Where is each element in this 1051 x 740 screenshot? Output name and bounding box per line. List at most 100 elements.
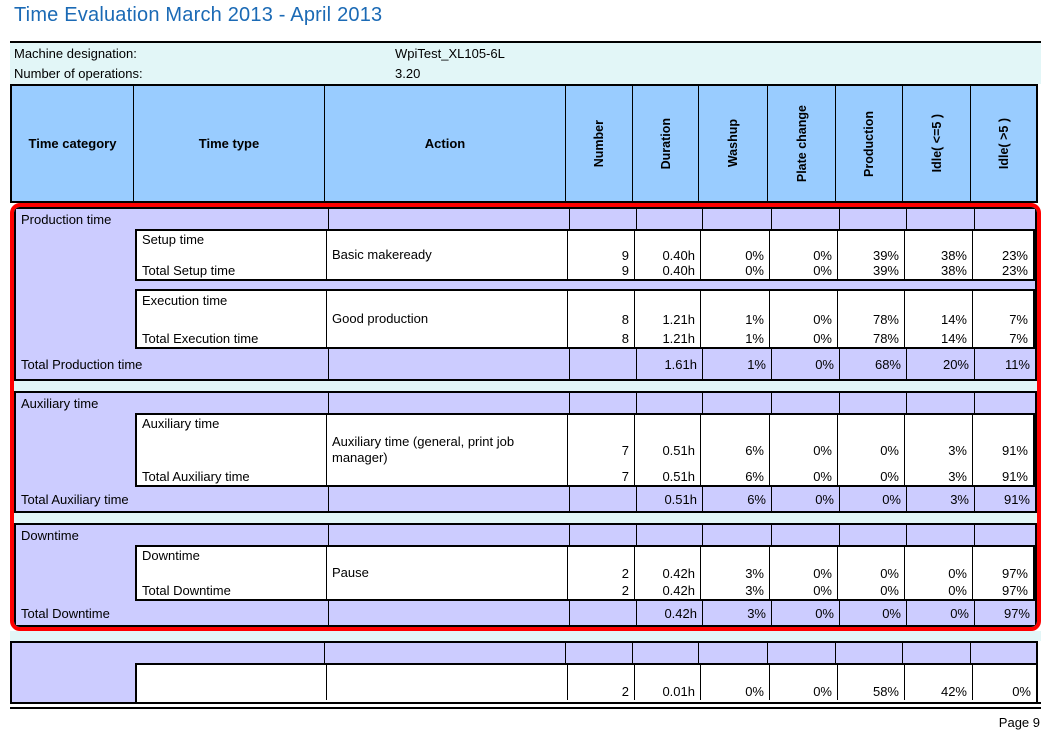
spacer-cell bbox=[326, 665, 567, 682]
value-cell bbox=[569, 487, 636, 511]
section-total-label: Total Downtime bbox=[21, 605, 110, 621]
empty-cell bbox=[972, 547, 1033, 564]
spacer-cell bbox=[328, 209, 569, 229]
section-gap bbox=[16, 281, 1035, 289]
subsection-total-row: Total Execution time 8 1.21h 1% 0% 78% 14% 7% bbox=[137, 330, 1033, 347]
value-cell: 0% bbox=[837, 432, 904, 468]
value-cell: 0.42h bbox=[634, 564, 700, 582]
value-cell: 7% bbox=[972, 330, 1033, 347]
value-cell: 0% bbox=[769, 468, 837, 485]
category-label: Downtime bbox=[21, 527, 79, 543]
value-cell: 8 bbox=[567, 309, 634, 330]
empty-cell bbox=[769, 547, 837, 564]
empty-cell bbox=[904, 231, 972, 248]
value-cell: 0% bbox=[769, 582, 837, 599]
value-cell: 0.40h bbox=[634, 262, 700, 279]
value-cell: 1% bbox=[702, 349, 771, 379]
empty-cell bbox=[906, 525, 974, 545]
empty-cell bbox=[771, 393, 839, 413]
value-cell: 0.42h bbox=[634, 582, 700, 599]
empty-cell bbox=[837, 415, 904, 432]
time-type-label: Setup time bbox=[142, 232, 205, 247]
value-cell: 14% bbox=[904, 309, 972, 330]
time-type-row: Downtime bbox=[137, 547, 1033, 564]
value-cell: 0% bbox=[839, 487, 906, 511]
value-cell: 38% bbox=[904, 262, 972, 279]
empty-cell bbox=[634, 547, 700, 564]
empty-cell bbox=[567, 665, 634, 682]
spacer-cell bbox=[326, 291, 567, 309]
spacer-cell bbox=[326, 262, 567, 279]
empty-cell bbox=[837, 231, 904, 248]
value-cell: 0.01h bbox=[634, 682, 700, 700]
value-cell: 0% bbox=[837, 582, 904, 599]
empty-cell bbox=[636, 393, 702, 413]
value-cell: 0.42h bbox=[636, 601, 702, 625]
empty-cell bbox=[634, 665, 700, 682]
value-cell: 3% bbox=[700, 564, 769, 582]
empty-cell bbox=[839, 393, 906, 413]
spacer-cell bbox=[137, 248, 326, 262]
value-cell: 11% bbox=[974, 349, 1035, 379]
empty-cell bbox=[904, 291, 972, 309]
subsection-total-row: Total Auxiliary time 7 0.51h 6% 0% 0% 3% 91% bbox=[137, 468, 1033, 485]
value-cell: 9 bbox=[567, 248, 634, 263]
value-cell: 0% bbox=[769, 309, 837, 330]
empty-cell bbox=[569, 209, 636, 229]
spacer-cell bbox=[326, 330, 567, 347]
empty-cell bbox=[839, 209, 906, 229]
value-cell: 6% bbox=[700, 432, 769, 468]
value-cell: 0.51h bbox=[634, 468, 700, 485]
empty-cell bbox=[771, 209, 839, 229]
spacer-cell bbox=[328, 487, 569, 511]
empty-cell bbox=[636, 209, 702, 229]
category-row: Production time bbox=[16, 209, 1035, 229]
value-cell: 0.51h bbox=[636, 487, 702, 511]
empty-cell bbox=[567, 231, 634, 248]
value-cell: 0% bbox=[837, 468, 904, 485]
value-cell: 68% bbox=[839, 349, 906, 379]
subsection-total-label: Total Auxiliary time bbox=[142, 469, 250, 484]
machine-designation-label: Machine designation: bbox=[14, 46, 137, 61]
value-cell bbox=[569, 349, 636, 379]
operations-label: Number of operations: bbox=[14, 66, 143, 81]
value-cell: 2 bbox=[567, 564, 634, 582]
category-label: Auxiliary time bbox=[21, 395, 99, 411]
value-cell: 23% bbox=[972, 262, 1033, 279]
spacer-cell bbox=[137, 432, 326, 468]
section-total-label: Total Production time bbox=[21, 356, 143, 372]
partial-body: 2 0.01h 0% 0% 58% 42% 0% bbox=[12, 663, 1036, 703]
empty-cell bbox=[906, 393, 974, 413]
value-cell: 97% bbox=[974, 601, 1035, 625]
spacer-cell bbox=[328, 393, 569, 413]
section-production-time: Production time Setup time Basic makerea… bbox=[14, 207, 1037, 381]
empty-cell bbox=[906, 209, 974, 229]
value-cell: 3% bbox=[904, 432, 972, 468]
value-cell: 3% bbox=[700, 582, 769, 599]
value-cell: 0% bbox=[771, 349, 839, 379]
subsection-partial: 2 0.01h 0% 0% 58% 42% 0% bbox=[135, 663, 1036, 703]
operations-value: 3.20 bbox=[395, 66, 421, 81]
machine-info-block: Machine designation: WpiTest_XL105-6L Nu… bbox=[10, 43, 1041, 84]
empty-cell bbox=[837, 665, 904, 682]
value-cell: 3% bbox=[904, 468, 972, 485]
value-cell: 0% bbox=[839, 601, 906, 625]
value-cell: 0.51h bbox=[634, 432, 700, 468]
header-time-type: Time type bbox=[133, 86, 324, 201]
action-label: Basic makeready bbox=[326, 247, 567, 262]
header-idle-gt5: Idle( >5 ) bbox=[970, 86, 1036, 201]
action-row: Good production 8 1.21h 1% 0% 78% 14% 7% bbox=[137, 309, 1033, 330]
header-action: Action bbox=[324, 86, 565, 201]
empty-cell bbox=[904, 665, 972, 682]
section-separator bbox=[10, 631, 1041, 641]
empty-cell bbox=[904, 547, 972, 564]
empty-cell bbox=[700, 547, 769, 564]
value-cell: 0% bbox=[769, 682, 837, 700]
subsection-setup-time: Setup time Basic makeready 9 0.40h 0% 0% 39%… bbox=[135, 229, 1035, 281]
time-type-label: Downtime bbox=[142, 548, 200, 563]
empty-cell bbox=[972, 291, 1033, 309]
empty-cell bbox=[702, 209, 771, 229]
category-label: Production time bbox=[21, 211, 112, 227]
empty-cell bbox=[700, 665, 769, 682]
value-cell: 0% bbox=[769, 330, 837, 347]
